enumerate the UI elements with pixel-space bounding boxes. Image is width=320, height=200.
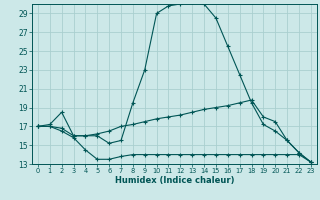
- X-axis label: Humidex (Indice chaleur): Humidex (Indice chaleur): [115, 176, 234, 185]
